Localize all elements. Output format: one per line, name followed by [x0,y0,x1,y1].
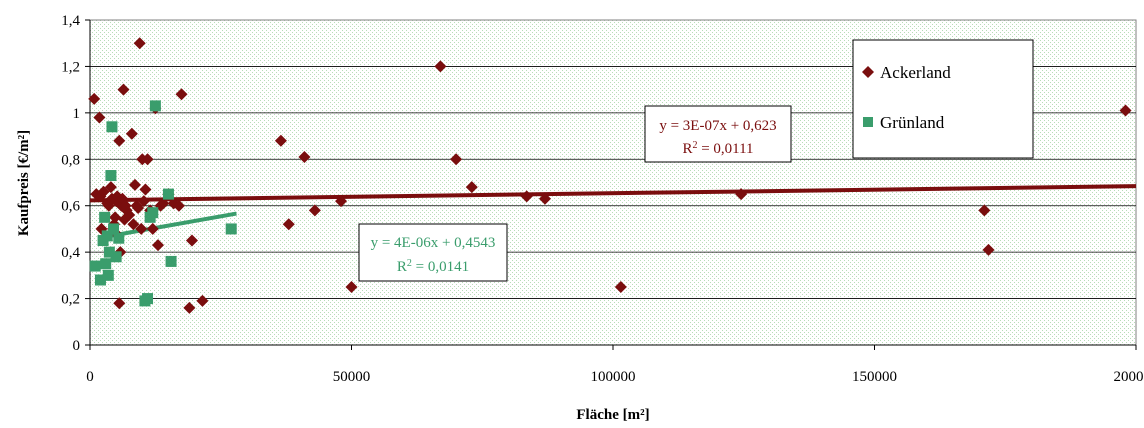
point-ackerland [520,190,533,203]
gruenland-equation: y = 4E-06x + 0,4543 [371,235,496,251]
point-ackerland [539,192,552,205]
point-gruenland [225,223,237,235]
point-ackerland [146,222,159,235]
point-gruenland [89,260,101,272]
point-ackerland [123,209,136,221]
point-ackerland [118,213,131,226]
point-gruenland [103,246,115,258]
point-ackerland [127,218,140,231]
ackerland-equation: y = 3E-07x + 0,623 [659,118,776,134]
y-tick-label: 1,2 [61,59,80,75]
gruenland-r2: R2 = 0,0141 [397,258,469,276]
x-tick-label: 150000 [852,369,897,385]
trendlines [89,184,1137,240]
y-tick-label: 0,2 [61,292,80,308]
legend-marker-ackerland [862,66,874,78]
point-ackerland [133,37,146,50]
ackerland-r2: R2 = 0,0111 [682,140,753,158]
y-tick-label: 0 [73,338,81,354]
legend: Ackerland Grünland [852,39,1034,159]
point-ackerland [434,60,447,73]
point-ackerland [465,181,478,194]
y-axis: 0 0,2 0,4 0,6 0,8 1 1,2 1,4 [61,13,91,354]
point-ackerland [113,134,126,147]
point-gruenland [102,269,114,281]
point-ackerland [1119,104,1132,117]
point-ackerland [308,204,321,217]
point-ackerland [128,178,141,191]
point-ackerland [196,294,209,307]
y-axis-title: Kaufpreis [€/m²] [16,130,32,236]
legend-marker-gruenland [863,117,873,127]
y-tick-label: 1 [73,106,81,122]
point-ackerland [175,88,188,101]
point-gruenland [106,121,118,133]
point-ackerland [88,92,101,105]
x-axis-title: Fläche [m²] [576,407,649,423]
point-gruenland [113,232,125,244]
data-points [88,37,1132,314]
point-gruenland [147,207,159,219]
x-tick-label: 200000 [1114,369,1144,385]
point-ackerland [614,280,627,293]
point-ackerland [109,211,122,224]
point-ackerland [172,199,185,212]
trendline-ackerland [89,184,1137,203]
x-tick-label: 0 [86,369,94,385]
point-ackerland [298,150,311,163]
legend-label-gruenland: Grünland [880,113,945,132]
x-axis: 0 50000 100000 150000 200000 [86,344,1144,385]
x-tick-label: 100000 [591,369,636,385]
point-ackerland [450,153,463,166]
point-ackerland [125,127,138,140]
point-ackerland [978,204,991,217]
point-ackerland [137,195,150,208]
point-gruenland [165,255,177,267]
point-gruenland [100,258,112,270]
trendline-gruenland [102,211,237,240]
point-ackerland [185,234,198,247]
point-gruenland [94,274,106,286]
gruenland-equation-box: y = 4E-06x + 0,4543 R2 = 0,0141 [358,223,508,282]
point-gruenland [99,211,111,223]
point-gruenland [108,223,120,235]
point-ackerland [274,134,287,147]
point-ackerland [139,183,152,196]
point-ackerland [93,111,106,124]
point-ackerland [117,83,130,96]
legend-label-ackerland: Ackerland [880,63,951,82]
y-tick-label: 0,4 [61,245,80,261]
ackerland-equation-box: y = 3E-07x + 0,623 R2 = 0,0111 [644,105,792,163]
point-ackerland [113,297,126,310]
point-ackerland [982,243,995,256]
y-tick-label: 1,4 [61,13,80,29]
point-gruenland [149,100,161,112]
point-ackerland [151,239,164,252]
point-ackerland [104,181,117,194]
point-gruenland [105,170,117,182]
point-ackerland [345,280,358,293]
x-tick-label: 50000 [333,369,371,385]
point-gruenland [110,251,122,263]
point-ackerland [141,153,154,166]
point-ackerland [735,188,748,201]
point-ackerland [183,301,196,314]
point-gruenland [142,293,154,305]
point-ackerland [282,218,295,231]
point-ackerland [335,195,348,208]
y-tick-label: 0,8 [61,152,80,168]
point-gruenland [162,188,174,200]
point-ackerland [132,202,145,215]
point-ackerland [135,222,148,235]
point-ackerland [157,197,170,210]
y-tick-label: 0,6 [61,199,80,215]
point-gruenland [101,230,113,242]
